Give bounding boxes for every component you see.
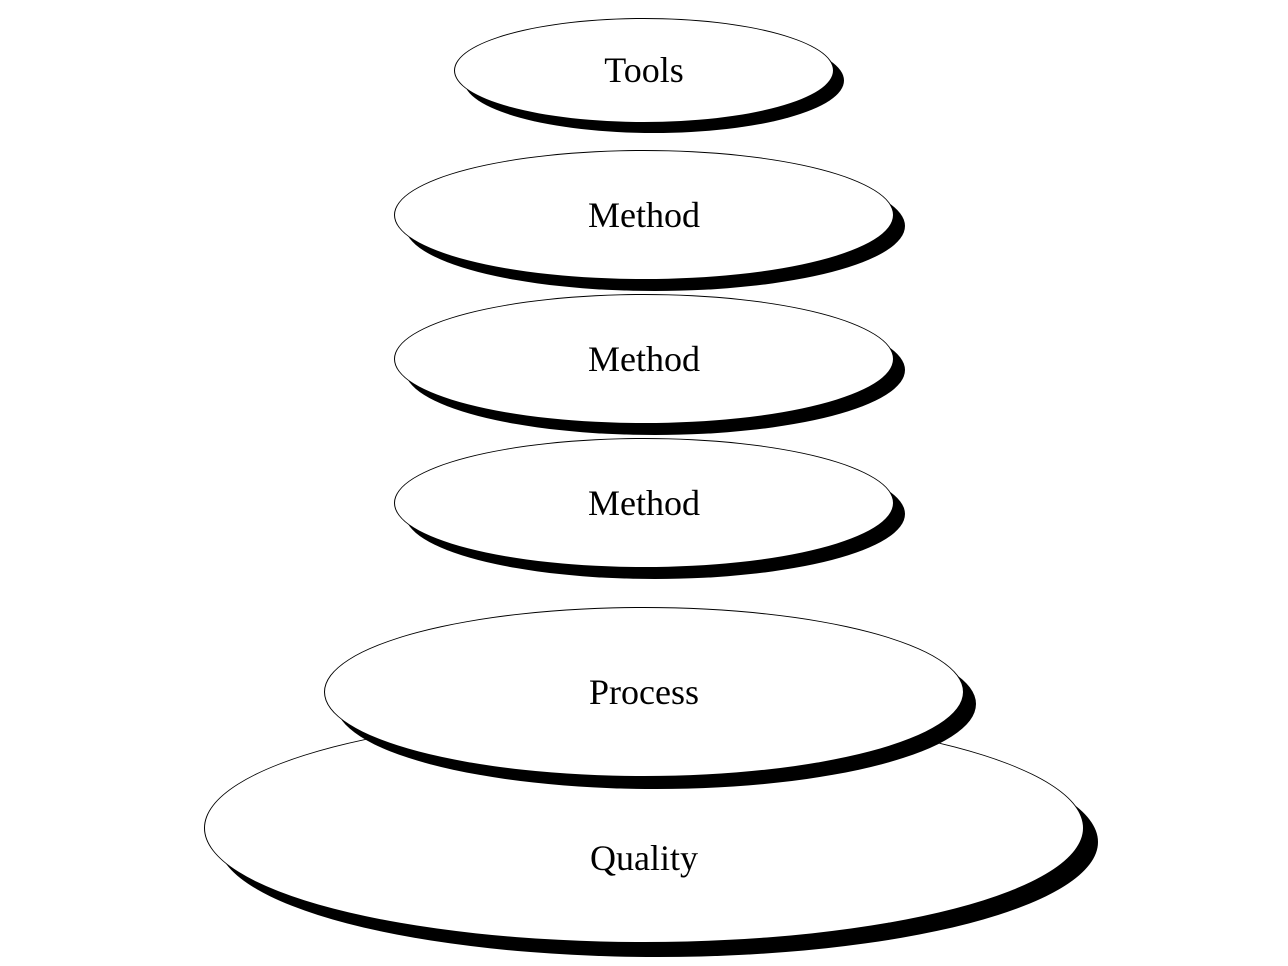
- layer-method-2-ellipse: Method: [394, 294, 894, 424]
- layer-method-3-ellipse: Method: [394, 438, 894, 568]
- stacked-ellipse-diagram: Quality Process Method Method Method Too…: [0, 0, 1288, 966]
- layer-method-1-ellipse: Method: [394, 150, 894, 280]
- layer-tools-label: Tools: [604, 49, 684, 91]
- layer-method-2-label: Method: [588, 338, 700, 380]
- layer-method-3-label: Method: [588, 482, 700, 524]
- layer-quality-label: Quality: [590, 837, 698, 879]
- layer-method-1-label: Method: [588, 194, 700, 236]
- layer-process-label: Process: [589, 671, 699, 713]
- layer-tools-ellipse: Tools: [454, 18, 834, 123]
- layer-process-ellipse: Process: [324, 607, 964, 777]
